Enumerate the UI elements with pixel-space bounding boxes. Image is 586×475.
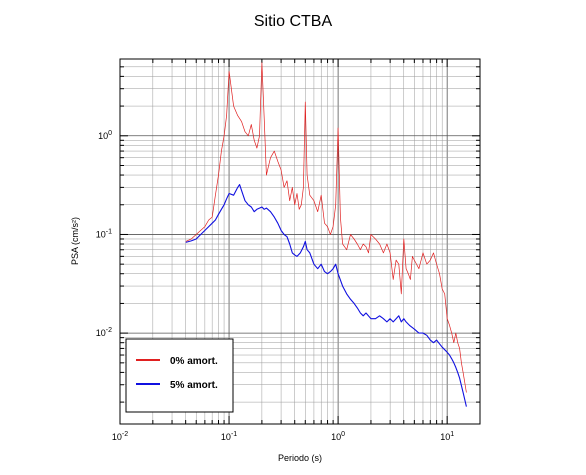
series-lines — [185, 62, 467, 407]
y-tick-label: 10-2 — [96, 327, 112, 338]
plot-frame — [119, 58, 481, 425]
chart-title: Sitio CTBA — [254, 13, 333, 30]
x-tick-label: 10-1 — [221, 431, 237, 442]
legend-label-1: 5% amort. — [170, 380, 218, 391]
y-tick-label: 10-1 — [96, 228, 112, 239]
legend-label-0: 0% amort. — [170, 356, 218, 367]
y-tick-label: 100 — [98, 130, 112, 141]
legend: 0% amort. 5% amort. — [125, 338, 234, 413]
x-tick-label: 100 — [331, 431, 345, 442]
y-axis-label: PSA (cm/s²) — [70, 217, 80, 265]
axis-ticks — [119, 58, 481, 424]
legend-box — [125, 338, 234, 413]
x-tick-label: 10-2 — [112, 431, 128, 442]
series-line-0 — [185, 62, 467, 393]
series-line-1 — [185, 184, 467, 407]
x-axis-label: Periodo (s) — [278, 453, 322, 463]
tick-labels: 10-2 10-1 100 101 10-2 10-1 100 — [96, 130, 454, 442]
x-tick-label: 101 — [440, 431, 454, 442]
